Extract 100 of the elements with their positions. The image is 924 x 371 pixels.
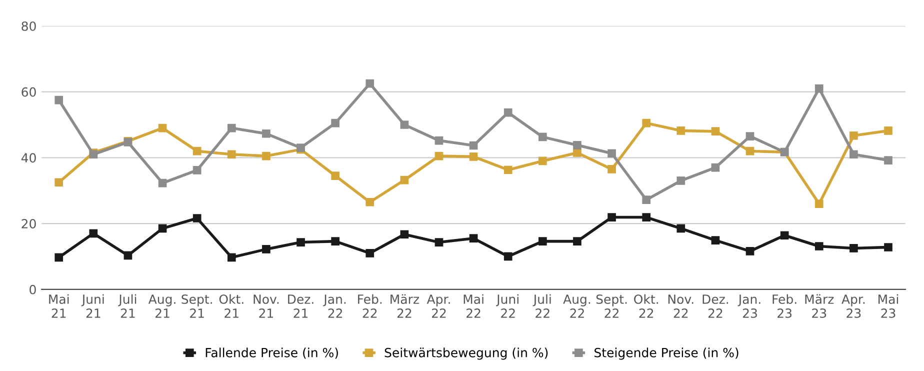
point xyxy=(814,84,824,93)
point xyxy=(262,245,270,254)
point xyxy=(192,214,202,222)
x-tick-label: Mai 22 xyxy=(464,294,484,318)
point xyxy=(884,243,892,252)
x-tick-label: Juni 22 xyxy=(496,294,518,318)
point xyxy=(227,253,236,262)
x-tick-label: Juli 21 xyxy=(118,294,136,318)
point xyxy=(746,247,754,256)
point xyxy=(504,108,512,117)
point xyxy=(850,131,858,140)
point xyxy=(504,166,512,174)
y-tick-label: 40 xyxy=(21,153,36,163)
point xyxy=(262,152,270,160)
point xyxy=(676,176,686,185)
point xyxy=(814,242,824,250)
point xyxy=(711,236,720,244)
x-tick-label: Juni 21 xyxy=(81,294,104,318)
x-tick-label: Juli 22 xyxy=(532,294,551,318)
point xyxy=(89,229,98,238)
point xyxy=(331,118,340,128)
point xyxy=(158,224,167,233)
point xyxy=(469,152,478,161)
x-tick-label: März 23 xyxy=(805,294,834,318)
x-tick-label: Okt. 22 xyxy=(634,294,658,318)
point xyxy=(642,196,651,204)
point xyxy=(884,126,892,135)
y-tick-label: 60 xyxy=(22,87,36,97)
point xyxy=(366,198,374,206)
point xyxy=(642,118,651,128)
point xyxy=(850,244,858,252)
x-tick-label: Dez. 22 xyxy=(702,294,728,318)
point xyxy=(400,120,409,129)
x-tick-label: Mai 23 xyxy=(878,294,898,318)
point xyxy=(711,127,720,136)
x-tick-label: Okt. 21 xyxy=(219,294,244,318)
point xyxy=(366,79,374,88)
point xyxy=(573,140,582,150)
point xyxy=(158,178,167,188)
point xyxy=(504,252,512,261)
point xyxy=(124,251,132,260)
point xyxy=(573,148,582,157)
point xyxy=(538,156,547,166)
x-tick-label: Nov. 22 xyxy=(668,294,694,318)
x-tick-label: Nov. 21 xyxy=(254,294,279,318)
point xyxy=(54,253,64,262)
point xyxy=(469,141,478,150)
point xyxy=(434,136,444,145)
point xyxy=(746,132,754,140)
x-tick-label: Aug. 22 xyxy=(563,294,590,318)
point xyxy=(711,163,720,172)
x-tick-label: Jan. 22 xyxy=(323,294,346,318)
x-tick-label: Dez. 21 xyxy=(288,294,314,318)
point xyxy=(192,166,202,174)
x-tick-label: Aug. 21 xyxy=(148,294,176,318)
point xyxy=(469,234,478,243)
x-tick-label: Apr. 22 xyxy=(426,294,450,318)
point xyxy=(331,237,340,246)
point xyxy=(608,165,616,174)
x-tick-label: Feb. 22 xyxy=(358,294,382,318)
point xyxy=(850,150,858,159)
point xyxy=(192,146,202,156)
y-tick-label: 0 xyxy=(30,284,36,294)
point xyxy=(884,156,892,164)
x-tick-label: März 22 xyxy=(390,294,419,318)
point xyxy=(434,238,444,246)
legend-label: Fallende Preise (in %) xyxy=(206,348,338,359)
legend-label: Steigende Preise (in %) xyxy=(594,348,738,360)
x-tick-label: Sept. 22 xyxy=(596,294,627,318)
point xyxy=(400,176,409,184)
point xyxy=(54,178,64,187)
x-tick-label: Feb. 23 xyxy=(772,294,796,318)
x-tick-label: Mai 21 xyxy=(49,294,69,318)
point xyxy=(573,237,582,246)
point xyxy=(434,152,444,160)
point xyxy=(676,126,686,135)
point xyxy=(227,124,236,132)
point xyxy=(538,132,547,142)
point xyxy=(642,213,651,222)
point xyxy=(538,237,547,246)
point xyxy=(608,149,616,158)
x-tick-label: Sept. 21 xyxy=(182,294,212,318)
point xyxy=(262,129,270,138)
point xyxy=(296,238,305,246)
point xyxy=(608,213,616,222)
point xyxy=(158,124,167,132)
x-tick-label: Jan. 23 xyxy=(738,294,760,318)
x-tick-label: Apr. 23 xyxy=(842,294,865,318)
point xyxy=(227,150,236,159)
point xyxy=(366,248,374,258)
point xyxy=(746,146,754,156)
legend-label: Seitwärtsbewegung (in %) xyxy=(384,348,548,360)
point xyxy=(676,224,686,233)
point xyxy=(400,230,409,239)
point xyxy=(54,96,64,104)
y-tick-label: 20 xyxy=(22,219,36,228)
point xyxy=(780,231,789,240)
point xyxy=(331,172,340,180)
point xyxy=(814,200,824,208)
y-tick-label: 80 xyxy=(22,21,36,31)
